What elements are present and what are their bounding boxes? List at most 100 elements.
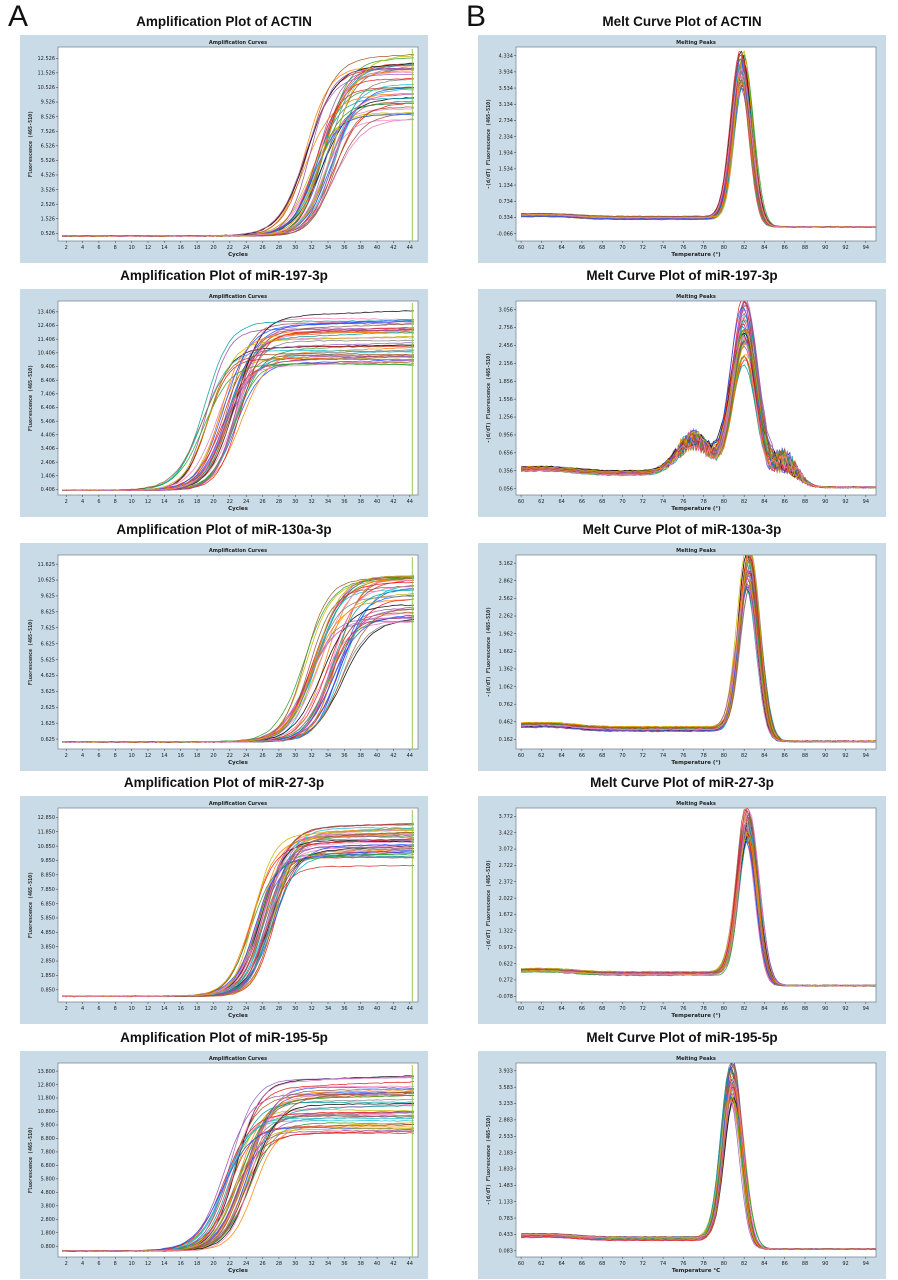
y-tick-label: 2.756 [499,325,513,331]
x-tick-label: 66 [579,1261,585,1267]
y-axis-label: Fluorescence (465-510) [28,872,34,938]
y-tick-label: 1.483 [499,1183,513,1189]
x-tick-label: 64 [558,1006,564,1012]
x-tick-label: 62 [538,753,544,759]
x-tick-label: 66 [579,245,585,251]
x-tick-label: 18 [194,245,200,251]
y-tick-label: 2.883 [499,1118,513,1124]
x-tick-label: 74 [660,499,666,505]
x-tick-label: 4 [81,499,84,505]
series-group [520,1063,876,1251]
chart-title: Melt Curve Plot of miR-195-5p [586,1030,778,1045]
x-tick-label: 76 [680,499,686,505]
y-tick-label: 2.156 [499,361,513,367]
x-tick-label: 72 [640,753,646,759]
x-axis-label: Temperature °C [672,1268,720,1274]
y-tick-label: 6.800 [41,1163,55,1169]
y-tick-label: 12.406 [38,323,56,329]
x-tick-label: 74 [660,1006,666,1012]
x-tick-label: 92 [842,499,848,505]
y-tick-label: 0.734 [499,199,513,205]
x-tick-label: 76 [680,753,686,759]
y-tick-label: 10.526 [38,85,56,91]
y-tick-label: 0.162 [499,737,513,743]
x-tick-label: 14 [161,753,167,759]
x-tick-label: 44 [407,1006,413,1012]
chart-melt-mir27: Melt Curve Plot of miR-27-3p Melting Peak… [478,775,886,1025]
x-tick-label: 14 [161,1261,167,1267]
inner-chart-title: Melting Peaks [676,801,716,807]
y-tick-label: 1.672 [499,912,513,918]
y-tick-label: 1.962 [499,631,513,637]
x-tick-label: 88 [802,499,808,505]
chart-amp-mir195: Amplification Plot of miR-195-5p Amplific… [20,1030,428,1280]
y-tick-label: -0.066 [497,231,513,237]
y-tick-label: -0.078 [497,994,513,1000]
y-tick-label: 5.800 [41,1177,55,1183]
x-tick-label: 36 [341,1006,347,1012]
y-tick-label: 3.625 [41,689,55,695]
x-tick-label: 68 [599,499,605,505]
y-tick-label: 8.526 [41,114,55,120]
y-tick-label: 0.850 [41,987,55,993]
x-tick-label: 88 [802,1261,808,1267]
y-tick-label: 0.656 [499,451,513,457]
x-tick-label: 24 [243,753,249,759]
x-tick-label: 22 [227,1261,233,1267]
x-tick-label: 6 [97,499,100,505]
x-tick-label: 24 [243,1261,249,1267]
x-tick-label: 18 [194,1006,200,1012]
y-tick-label: 11.800 [38,1096,56,1102]
y-tick-label: 9.800 [41,1123,55,1129]
chart-svg: Melting Peaks 60 62 64 66 68 70 72 74 76 78 80 82 84 8… [478,289,886,517]
y-tick-label: 0.625 [41,737,55,743]
x-tick-label: 34 [325,499,331,505]
x-tick-label: 64 [558,245,564,251]
x-tick-label: 14 [161,245,167,251]
x-tick-label: 60 [518,1006,524,1012]
x-tick-label: 26 [259,499,265,505]
inner-chart-title: Amplification Curves [209,40,267,46]
x-tick-label: 36 [341,499,347,505]
y-tick-label: 3.422 [499,830,513,836]
y-tick-label: 0.956 [499,433,513,439]
x-tick-label: 90 [822,245,828,251]
inner-chart-title: Melting Peaks [676,40,716,46]
x-axis-label: Cycles [228,1013,248,1019]
plot-area [57,554,419,750]
plot-area [57,300,419,496]
x-tick-label: 90 [822,1261,828,1267]
x-tick-label: 16 [178,1006,184,1012]
x-tick-label: 92 [842,245,848,251]
series-group [62,310,414,492]
x-tick-label: 84 [761,1006,767,1012]
x-tick-label: 74 [660,753,666,759]
y-tick-label: 3.800 [41,1204,55,1210]
x-tick-label: 22 [227,245,233,251]
y-tick-label: 1.322 [499,929,513,935]
x-tick-label: 40 [374,1006,380,1012]
x-tick-label: 6 [97,1006,100,1012]
chart-title: Amplification Plot of miR-27-3p [123,775,325,790]
inner-chart-title: Amplification Curves [209,801,267,807]
chart-amp-mir27: Amplification Plot of miR-27-3p Amplifica… [20,775,428,1025]
y-tick-label: 4.406 [41,433,55,439]
x-axis-label: Cycles [228,252,248,258]
plot-area [57,46,419,242]
chart-svg: Melting Peaks 60 62 64 66 68 70 72 74 76 78 80 82 84 8… [478,1051,886,1279]
x-tick-label: 82 [741,499,747,505]
series-group [62,822,414,998]
y-tick-label: 7.800 [41,1150,55,1156]
y-tick-label: 1.833 [499,1167,513,1173]
x-tick-label: 38 [358,499,364,505]
y-tick-label: 4.334 [499,53,513,59]
y-tick-label: 0.762 [499,702,513,708]
x-tick-label: 6 [97,753,100,759]
y-tick-label: 3.072 [499,847,513,853]
y-tick-label: 1.526 [41,216,55,222]
y-tick-label: 7.850 [41,887,55,893]
x-tick-label: 44 [407,499,413,505]
y-tick-label: 7.526 [41,129,55,135]
y-axis-label: -(d/dT) Fluorescence (465-510) [486,607,492,697]
x-tick-label: 12 [145,245,151,251]
